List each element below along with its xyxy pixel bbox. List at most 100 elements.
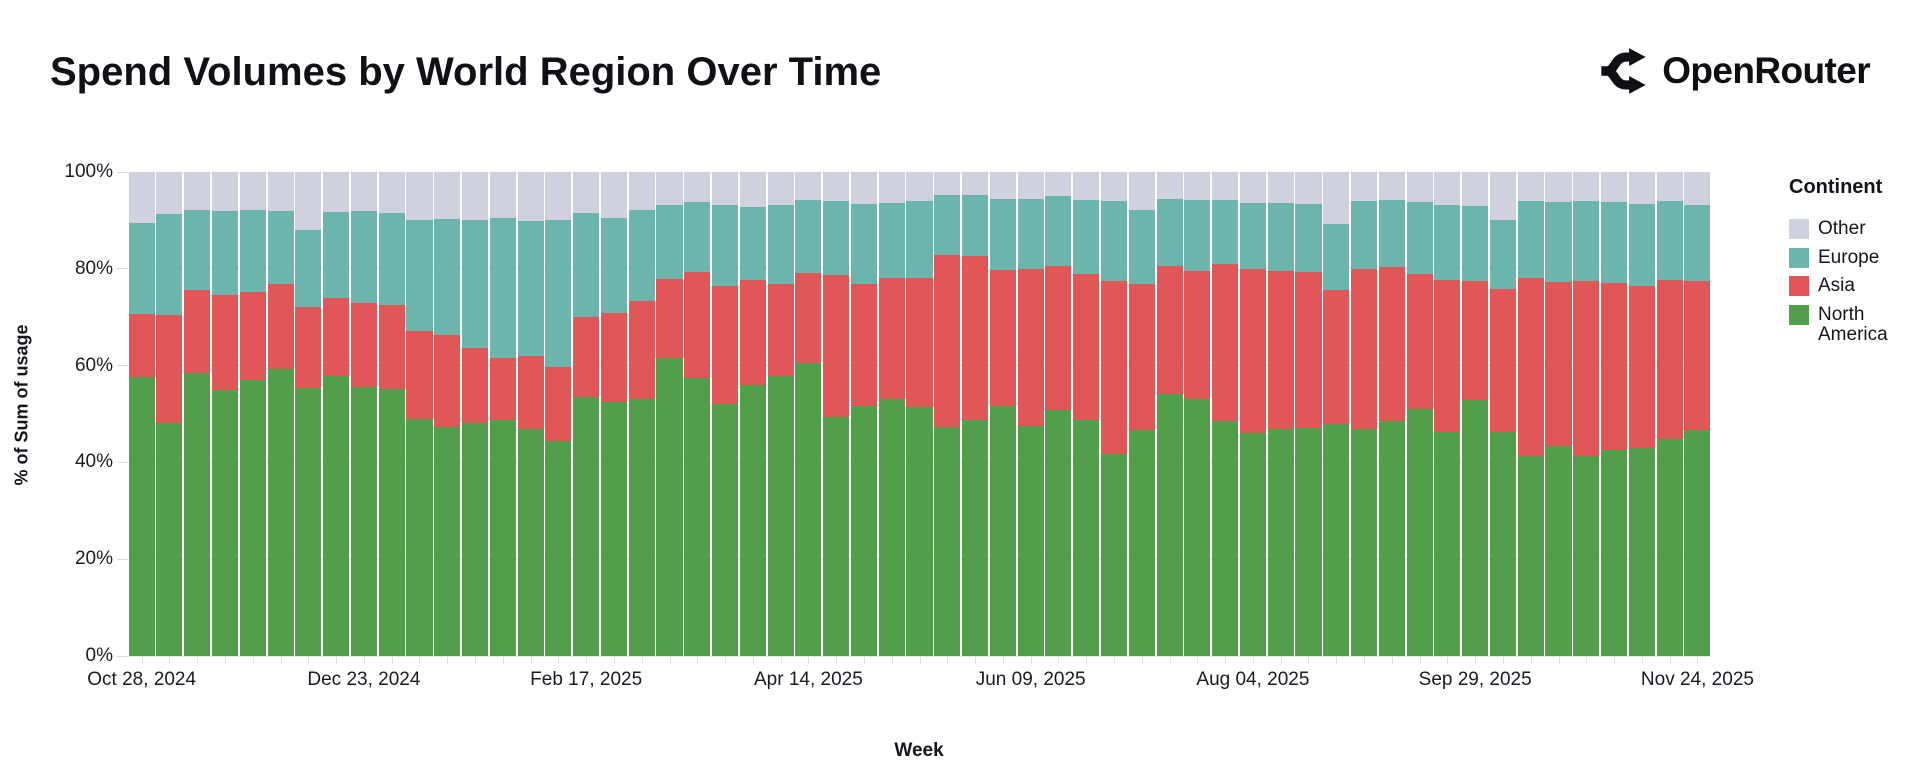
segment-europe[interactable]: [434, 218, 461, 336]
segment-europe[interactable]: [267, 210, 294, 285]
bar-week-Jun 23, 2025[interactable]: [1073, 172, 1100, 656]
segment-asia[interactable]: [739, 280, 766, 385]
segment-other[interactable]: [934, 172, 961, 195]
segment-europe[interactable]: [1656, 200, 1683, 281]
bar-week-Feb 17, 2025[interactable]: [573, 172, 600, 656]
segment-asia[interactable]: [1462, 281, 1489, 401]
segment-asia[interactable]: [1628, 285, 1655, 449]
segment-asia[interactable]: [1100, 280, 1128, 454]
segment-europe[interactable]: [1295, 203, 1322, 273]
segment-other[interactable]: [156, 172, 183, 215]
legend-item-asia[interactable]: Asia: [1789, 275, 1909, 297]
segment-north-america[interactable]: [906, 406, 933, 656]
bar-week-Dec 02, 2024[interactable]: [267, 172, 294, 656]
segment-other[interactable]: [1073, 172, 1100, 200]
legend-item-north-america[interactable]: North America: [1789, 304, 1909, 346]
segment-europe[interactable]: [1100, 201, 1128, 281]
segment-north-america[interactable]: [878, 398, 905, 656]
segment-asia[interactable]: [1517, 277, 1544, 456]
segment-asia[interactable]: [600, 312, 627, 403]
segment-other[interactable]: [1128, 172, 1155, 210]
segment-other[interactable]: [128, 172, 155, 224]
segment-north-america[interactable]: [1156, 394, 1183, 656]
segment-north-america[interactable]: [1323, 424, 1350, 656]
segment-north-america[interactable]: [1684, 429, 1711, 656]
segment-other[interactable]: [1573, 172, 1600, 201]
segment-other[interactable]: [1601, 172, 1628, 203]
bar-week-Mar 17, 2025[interactable]: [684, 172, 711, 656]
segment-north-america[interactable]: [1573, 455, 1600, 656]
segment-other[interactable]: [850, 172, 878, 204]
segment-europe[interactable]: [712, 205, 739, 287]
segment-europe[interactable]: [1601, 202, 1628, 284]
segment-asia[interactable]: [878, 278, 905, 399]
bar-week-Sep 22, 2025[interactable]: [1434, 172, 1461, 656]
bar-week-Apr 07, 2025[interactable]: [767, 172, 794, 656]
segment-asia[interactable]: [1406, 274, 1433, 409]
segment-asia[interactable]: [517, 355, 544, 430]
segment-europe[interactable]: [295, 230, 322, 308]
segment-asia[interactable]: [545, 367, 572, 441]
bar-week-Feb 03, 2025[interactable]: [517, 172, 544, 656]
segment-asia[interactable]: [767, 284, 794, 377]
bar-week-Oct 27, 2025[interactable]: [1573, 172, 1600, 656]
bar-week-Nov 03, 2025[interactable]: [1601, 172, 1628, 656]
segment-other[interactable]: [1045, 172, 1072, 196]
segment-other[interactable]: [684, 172, 711, 203]
segment-other[interactable]: [573, 172, 600, 214]
segment-other[interactable]: [906, 172, 933, 201]
segment-europe[interactable]: [1156, 198, 1183, 266]
segment-north-america[interactable]: [267, 368, 294, 656]
segment-other[interactable]: [489, 172, 516, 219]
segment-other[interactable]: [211, 172, 239, 211]
segment-asia[interactable]: [1434, 280, 1461, 432]
segment-asia[interactable]: [1017, 269, 1044, 426]
segment-north-america[interactable]: [1295, 427, 1322, 656]
bar-week-Nov 18, 2024[interactable]: [211, 172, 239, 656]
segment-other[interactable]: [1628, 172, 1655, 204]
bar-week-Apr 28, 2025[interactable]: [850, 172, 878, 656]
segment-europe[interactable]: [1267, 203, 1294, 271]
segment-north-america[interactable]: [1128, 430, 1155, 656]
bar-week-Jan 27, 2025[interactable]: [489, 172, 516, 656]
segment-europe[interactable]: [1378, 199, 1405, 267]
segment-asia[interactable]: [1323, 289, 1350, 425]
bar-week-Feb 10, 2025[interactable]: [545, 172, 572, 656]
segment-asia[interactable]: [184, 289, 211, 373]
bar-week-Apr 14, 2025[interactable]: [795, 172, 822, 656]
segment-asia[interactable]: [1351, 269, 1378, 429]
segment-north-america[interactable]: [295, 388, 322, 656]
bar-week-Apr 21, 2025[interactable]: [823, 172, 850, 656]
segment-asia[interactable]: [850, 284, 878, 406]
bar-week-Jun 16, 2025[interactable]: [1045, 172, 1072, 656]
segment-europe[interactable]: [1073, 199, 1100, 274]
segment-other[interactable]: [712, 172, 739, 206]
segment-north-america[interactable]: [1045, 410, 1072, 656]
segment-europe[interactable]: [1489, 220, 1516, 289]
bar-week-Dec 23, 2024[interactable]: [350, 172, 377, 656]
segment-europe[interactable]: [906, 200, 933, 278]
segment-north-america[interactable]: [1628, 448, 1655, 656]
bar-week-Oct 06, 2025[interactable]: [1489, 172, 1516, 656]
segment-north-america[interactable]: [406, 418, 433, 656]
segment-other[interactable]: [1267, 172, 1294, 203]
segment-europe[interactable]: [1323, 224, 1350, 290]
segment-europe[interactable]: [184, 209, 211, 290]
segment-asia[interactable]: [1128, 284, 1155, 431]
bar-week-Nov 17, 2025[interactable]: [1656, 172, 1683, 656]
bar-week-Sep 15, 2025[interactable]: [1406, 172, 1433, 656]
segment-other[interactable]: [962, 172, 989, 195]
segment-north-america[interactable]: [850, 405, 878, 656]
segment-europe[interactable]: [795, 199, 822, 274]
segment-europe[interactable]: [684, 202, 711, 273]
segment-north-america[interactable]: [323, 376, 350, 656]
bar-week-Nov 04, 2024[interactable]: [156, 172, 183, 656]
segment-asia[interactable]: [1267, 270, 1294, 429]
bar-week-Oct 20, 2025[interactable]: [1545, 172, 1572, 656]
segment-north-america[interactable]: [739, 384, 766, 656]
segment-asia[interactable]: [1184, 270, 1211, 399]
segment-north-america[interactable]: [795, 362, 822, 656]
segment-asia[interactable]: [906, 277, 933, 407]
segment-north-america[interactable]: [1073, 420, 1100, 656]
segment-asia[interactable]: [267, 284, 294, 369]
